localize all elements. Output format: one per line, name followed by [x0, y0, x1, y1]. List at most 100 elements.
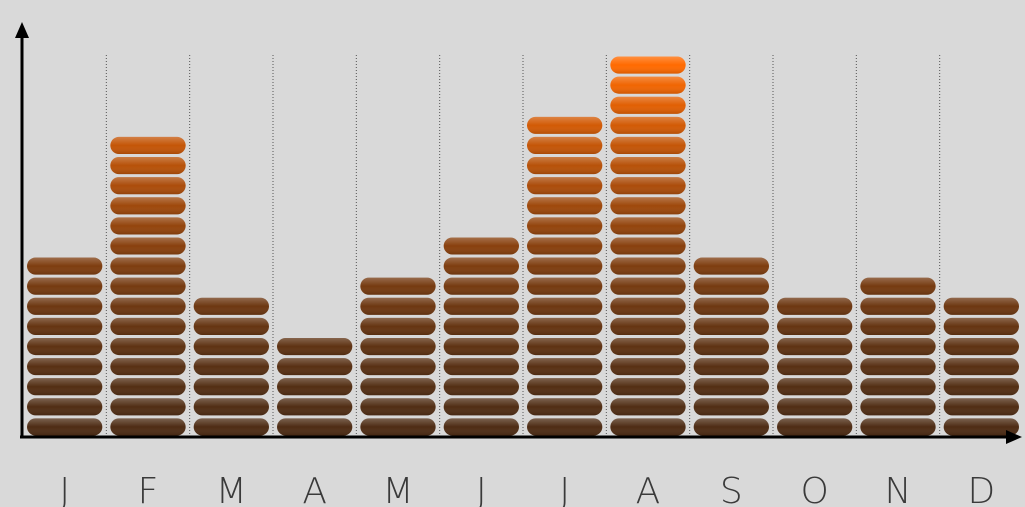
- segment-shine: [110, 297, 186, 315]
- segment-shine: [360, 317, 436, 335]
- x-label: F: [138, 471, 159, 507]
- segment-shine: [610, 237, 686, 255]
- segment-shine: [693, 257, 769, 275]
- segment-shine: [527, 378, 603, 396]
- segment-shine: [943, 418, 1019, 436]
- segment-shine: [27, 358, 103, 376]
- segment-shine: [693, 317, 769, 335]
- segment-shine: [860, 378, 936, 396]
- segment-shine: [693, 277, 769, 295]
- bar: [360, 277, 436, 436]
- segment-shine: [943, 398, 1019, 416]
- bar: [527, 116, 603, 436]
- segment-shine: [443, 317, 519, 335]
- segment-shine: [943, 317, 1019, 335]
- segment-shine: [360, 358, 436, 376]
- segment-shine: [360, 337, 436, 356]
- segment-shine: [527, 418, 603, 436]
- grid: [105, 55, 941, 437]
- segment-shine: [443, 358, 519, 376]
- segment-shine: [527, 197, 603, 215]
- segment-shine: [777, 378, 853, 396]
- x-label: N: [885, 471, 912, 507]
- segment-shine: [443, 257, 519, 275]
- segment-shine: [693, 418, 769, 436]
- bars: [27, 56, 1019, 436]
- segment-shine: [27, 277, 103, 295]
- segment-shine: [360, 418, 436, 436]
- segment-shine: [110, 157, 186, 175]
- segment-shine: [610, 76, 686, 94]
- segment-shine: [110, 418, 186, 436]
- segment-shine: [277, 337, 353, 356]
- segment-shine: [443, 297, 519, 315]
- x-label: J: [476, 471, 487, 507]
- segment-shine: [443, 237, 519, 255]
- segment-shine: [610, 177, 686, 195]
- segment-shine: [860, 277, 936, 295]
- segment-shine: [610, 337, 686, 356]
- segment-shine: [443, 337, 519, 356]
- segment-shine: [193, 337, 269, 356]
- segment-shine: [777, 297, 853, 315]
- bar: [943, 297, 1019, 436]
- segment-shine: [193, 418, 269, 436]
- segment-shine: [360, 378, 436, 396]
- segment-shine: [193, 297, 269, 315]
- x-label: M: [216, 471, 247, 507]
- segment-shine: [610, 378, 686, 396]
- segment-shine: [610, 197, 686, 215]
- segment-shine: [610, 418, 686, 436]
- segment-shine: [693, 378, 769, 396]
- segment-shine: [527, 157, 603, 175]
- x-label: A: [302, 471, 327, 507]
- segment-shine: [110, 197, 186, 215]
- segment-shine: [777, 418, 853, 436]
- segment-shine: [777, 317, 853, 335]
- segment-shine: [110, 257, 186, 275]
- bar: [27, 257, 103, 436]
- segment-shine: [693, 358, 769, 376]
- segment-shine: [27, 378, 103, 396]
- segment-shine: [610, 398, 686, 416]
- segment-shine: [777, 398, 853, 416]
- x-label: M: [382, 471, 413, 507]
- segment-shine: [610, 136, 686, 155]
- segment-shine: [610, 257, 686, 275]
- segment-shine: [193, 398, 269, 416]
- segment-shine: [110, 136, 186, 155]
- segment-shine: [110, 277, 186, 295]
- segment-shine: [360, 277, 436, 295]
- segment-shine: [777, 337, 853, 356]
- bar: [860, 277, 936, 436]
- segment-shine: [527, 337, 603, 356]
- segment-shine: [27, 317, 103, 335]
- segment-shine: [943, 378, 1019, 396]
- segment-shine: [527, 317, 603, 335]
- segment-shine: [110, 378, 186, 396]
- segment-shine: [193, 358, 269, 376]
- segment-shine: [27, 418, 103, 436]
- segment-shine: [110, 217, 186, 235]
- segment-shine: [610, 116, 686, 134]
- bar: [193, 297, 269, 436]
- segment-shine: [610, 96, 686, 114]
- x-label: O: [800, 471, 828, 507]
- segment-shine: [110, 237, 186, 255]
- segment-shine: [527, 237, 603, 255]
- bar: [777, 297, 853, 436]
- bar: [110, 136, 186, 436]
- segment-shine: [110, 358, 186, 376]
- segment-shine: [443, 378, 519, 396]
- bar: [443, 237, 519, 436]
- segment-shine: [527, 136, 603, 155]
- segment-shine: [110, 177, 186, 195]
- segment-shine: [527, 297, 603, 315]
- segment-shine: [27, 297, 103, 315]
- segment-shine: [27, 257, 103, 275]
- segment-shine: [277, 398, 353, 416]
- segment-shine: [610, 358, 686, 376]
- segment-shine: [610, 277, 686, 295]
- segment-shine: [27, 398, 103, 416]
